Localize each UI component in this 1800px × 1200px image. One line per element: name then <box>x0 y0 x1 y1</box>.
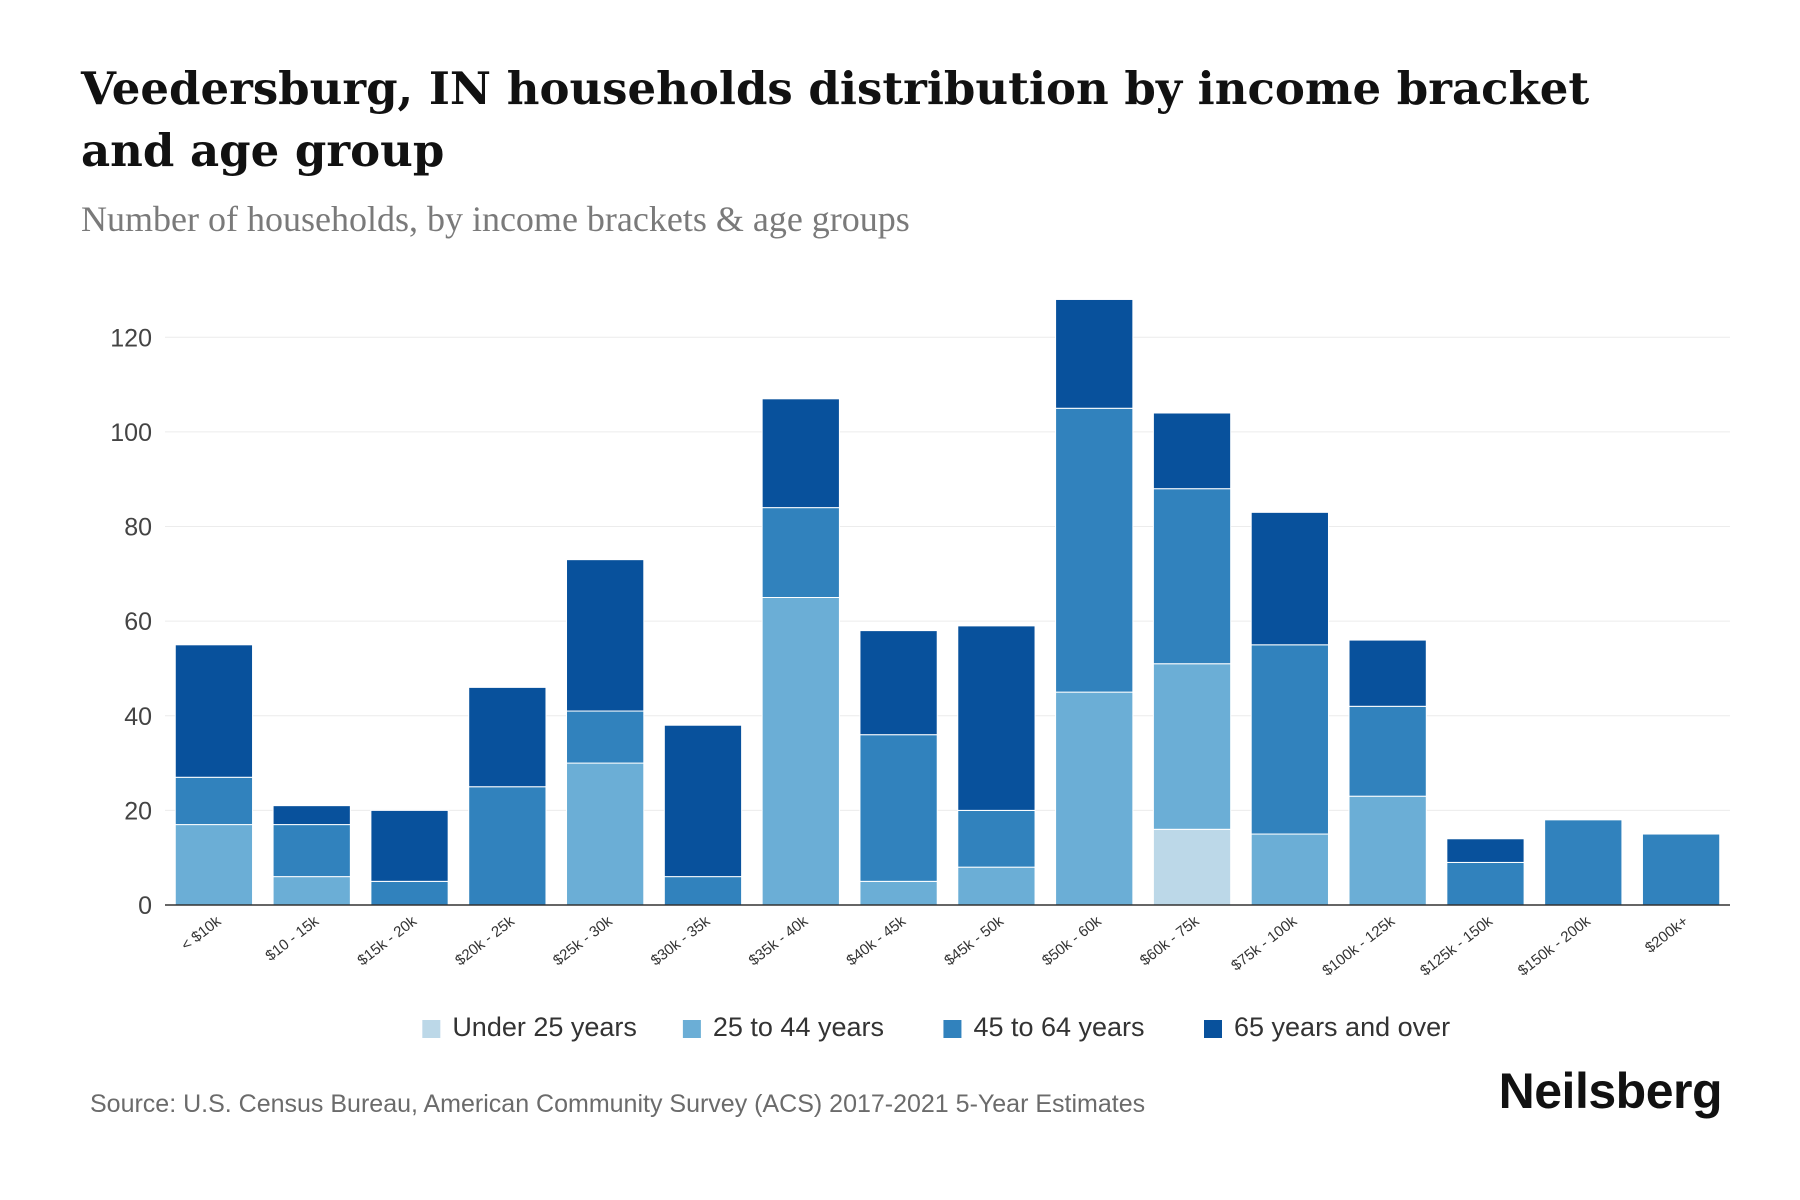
legend-label: Under 25 years <box>452 1012 637 1042</box>
bar-segment <box>1250 511 1329 646</box>
source-note: Source: U.S. Census Bureau, American Com… <box>90 1090 1146 1118</box>
bar-segment <box>1348 705 1427 797</box>
bar-segment <box>1641 833 1721 906</box>
bar-segment <box>1250 644 1329 835</box>
bar-segment <box>1348 795 1427 906</box>
legend-label: 45 to 64 years <box>973 1012 1144 1042</box>
stacked-bar-chart: 0 20 40 60 80 100 120 < $10k $10 - 15k $15k - 20k… <box>110 298 1730 1042</box>
x-tick-label: $15k - 20k <box>354 912 420 969</box>
x-tick-label: $150k - 200k <box>1515 912 1594 979</box>
x-tick-label: $50k - 60k <box>1039 912 1105 969</box>
x-tick-label: $125k - 150k <box>1417 912 1496 979</box>
bar-segment <box>174 644 254 778</box>
y-tick-label: 20 <box>124 797 152 825</box>
legend-swatch <box>943 1020 962 1038</box>
bar-segment <box>174 824 254 906</box>
brand-logo: Neilsberg <box>1498 1063 1723 1119</box>
bar-segment <box>468 686 547 788</box>
bar-segment <box>761 507 840 598</box>
bar-segment <box>761 398 840 509</box>
bar-segment <box>1250 833 1329 906</box>
bar-segment <box>468 786 547 906</box>
bar-segment <box>370 809 449 882</box>
bar-segment <box>663 876 743 906</box>
bar-segment <box>1152 412 1232 490</box>
x-tick-label: $60k - 75k <box>1137 912 1203 969</box>
x-tick-label: $200k+ <box>1642 913 1692 957</box>
legend-swatch <box>422 1020 441 1038</box>
bar-segment <box>1348 639 1427 707</box>
bar-segment <box>957 809 1036 868</box>
legend-label: 25 to 44 years <box>713 1012 884 1042</box>
x-tick-label: $100k - 125k <box>1319 912 1398 979</box>
bar-segment <box>1544 819 1623 906</box>
y-tick-label: 120 <box>110 324 152 352</box>
bar-segment <box>370 880 449 906</box>
bar-segment <box>761 597 840 906</box>
y-tick-label: 60 <box>124 608 152 636</box>
bar-segment <box>1152 663 1232 830</box>
y-tick-label: 0 <box>138 892 152 920</box>
x-tick-label: $40k - 45k <box>843 912 909 969</box>
bar-segment <box>1055 298 1134 409</box>
bar-segment <box>1446 838 1525 863</box>
x-tick-label: $10 - 15k <box>262 912 322 964</box>
bar-segment <box>1152 488 1232 665</box>
x-tick-label: $45k - 50k <box>941 912 1007 969</box>
x-tick-label: $20k - 25k <box>452 912 518 969</box>
bar-segment <box>174 776 254 826</box>
bar-segment <box>1446 861 1525 906</box>
x-tick-label: $75k - 100k <box>1228 912 1301 974</box>
bar-segment <box>1055 691 1134 906</box>
bar-segment <box>663 724 743 878</box>
bar-segment <box>272 876 351 906</box>
bar-segment <box>859 880 938 906</box>
x-tick-label: $30k - 35k <box>648 912 714 969</box>
bar-segment <box>859 734 938 882</box>
y-tick-label: 100 <box>110 419 152 447</box>
legend-swatch <box>682 1020 701 1038</box>
chart-subtitle: Number of households, by income brackets… <box>81 199 910 239</box>
bar-segment <box>566 762 645 906</box>
bar-segment <box>566 559 645 712</box>
bar-segment <box>859 630 938 736</box>
bar-segment <box>566 710 645 764</box>
x-tick-label: $35k - 40k <box>746 912 812 969</box>
bar-segment <box>957 625 1036 811</box>
bar-segment <box>272 824 351 878</box>
x-tick-label: $25k - 30k <box>550 912 616 969</box>
bar-segment <box>957 866 1036 906</box>
legend-swatch <box>1204 1020 1222 1038</box>
chart-title: Veedersburg, IN households distribution … <box>81 62 1590 177</box>
y-tick-label: 40 <box>124 703 152 731</box>
bar-segment <box>272 805 351 826</box>
legend-label: 65 years and over <box>1234 1012 1450 1042</box>
y-tick-label: 80 <box>124 514 152 542</box>
bar-segment <box>1055 407 1134 693</box>
bar-segment <box>1152 828 1232 906</box>
x-tick-label: < $10k <box>178 912 225 954</box>
